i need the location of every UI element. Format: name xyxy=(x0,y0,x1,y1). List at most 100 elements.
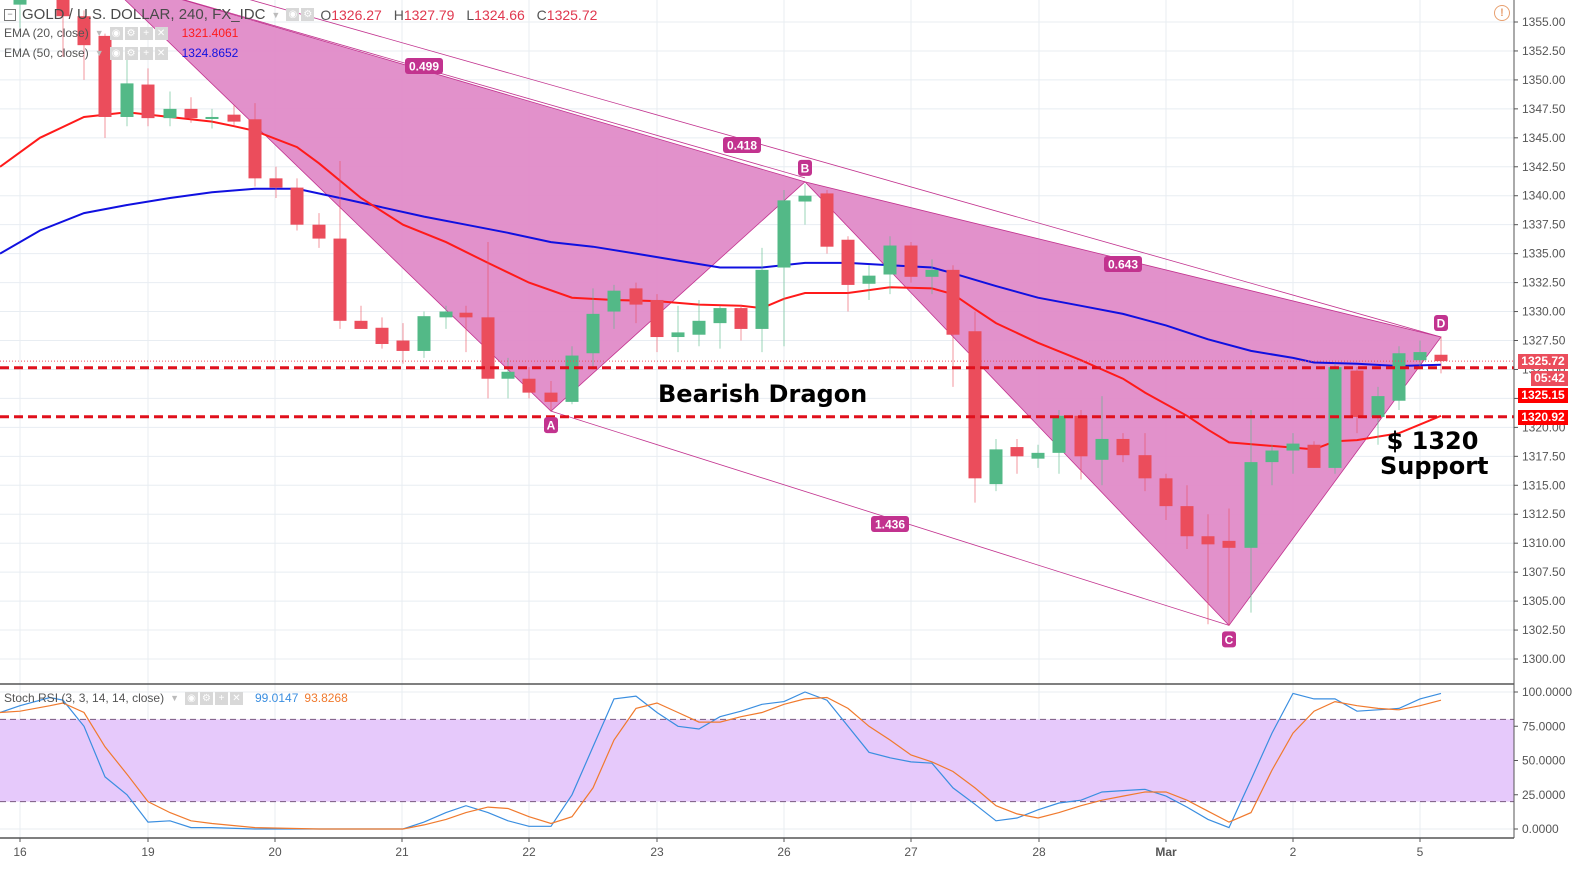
close-icon[interactable]: ✕ xyxy=(154,46,168,60)
candle[interactable] xyxy=(1328,363,1342,474)
candle[interactable] xyxy=(1010,438,1024,474)
chevron-down-icon[interactable]: ▼ xyxy=(271,9,281,20)
candle[interactable] xyxy=(120,56,134,127)
close-icon[interactable]: ✕ xyxy=(230,691,243,705)
candle[interactable] xyxy=(734,304,748,341)
candle[interactable] xyxy=(904,242,918,283)
candle[interactable] xyxy=(163,91,177,127)
candle[interactable] xyxy=(841,236,855,312)
chevron-down-icon[interactable]: ▼ xyxy=(94,48,104,58)
candle[interactable] xyxy=(312,213,326,248)
candle[interactable] xyxy=(459,305,473,353)
chevron-down-icon[interactable]: ▼ xyxy=(94,28,104,38)
candle[interactable] xyxy=(333,160,347,329)
candle[interactable] xyxy=(777,189,791,347)
plus-icon[interactable]: + xyxy=(139,46,153,60)
plus-icon[interactable]: + xyxy=(139,26,153,40)
close-icon[interactable]: ✕ xyxy=(154,26,168,40)
candle[interactable] xyxy=(650,294,664,353)
time-tick-label: 21 xyxy=(395,845,409,859)
candle[interactable] xyxy=(1434,337,1448,374)
candle[interactable] xyxy=(205,108,219,129)
candle[interactable] xyxy=(1052,409,1066,474)
candle[interactable] xyxy=(883,236,897,295)
candle[interactable] xyxy=(1074,409,1088,480)
candle[interactable] xyxy=(269,166,283,199)
collapse-icon[interactable]: − xyxy=(4,8,16,21)
candle[interactable] xyxy=(56,0,70,57)
candle[interactable] xyxy=(713,305,727,349)
candle[interactable] xyxy=(755,247,769,353)
stoch-rsi-name[interactable]: Stoch RSI (3, 3, 14, 14, close) xyxy=(4,691,165,705)
candle[interactable] xyxy=(141,68,155,127)
candle[interactable] xyxy=(586,288,600,370)
candle[interactable] xyxy=(1159,473,1173,521)
support-annotation[interactable]: $ 1320 Support xyxy=(1380,429,1489,479)
candle[interactable] xyxy=(544,381,558,412)
ema20-name[interactable]: EMA (20, close) xyxy=(4,26,89,40)
candle[interactable] xyxy=(417,311,431,358)
candle[interactable] xyxy=(227,105,241,127)
candle[interactable] xyxy=(184,97,198,123)
candle[interactable] xyxy=(1031,444,1045,468)
candle[interactable] xyxy=(629,282,643,324)
candle[interactable] xyxy=(77,10,91,80)
price-tick-label: 1350.00 xyxy=(1522,73,1566,87)
horizontal-levels[interactable] xyxy=(0,360,1514,419)
pattern-name-annotation[interactable]: Bearish Dragon xyxy=(658,380,868,408)
candle[interactable] xyxy=(1095,396,1109,486)
alert-icon[interactable]: ! xyxy=(1494,5,1510,21)
badge-bg xyxy=(1104,256,1142,272)
symbol-title[interactable]: GOLD / U.S. DOLLAR, 240, FX_IDC xyxy=(22,6,266,23)
harmonic-pattern[interactable] xyxy=(100,0,1442,627)
candle[interactable] xyxy=(481,242,495,399)
eye-icon[interactable]: ◉ xyxy=(109,46,123,60)
candle[interactable] xyxy=(607,284,621,329)
gear-icon[interactable]: ⚙ xyxy=(124,26,138,40)
candle[interactable] xyxy=(375,317,389,349)
candle[interactable] xyxy=(13,0,27,28)
plus-icon[interactable]: + xyxy=(215,691,228,705)
candle[interactable] xyxy=(925,259,939,295)
candle[interactable] xyxy=(798,184,812,225)
eye-icon[interactable]: ◉ xyxy=(185,691,198,705)
candle[interactable] xyxy=(671,305,685,353)
candle[interactable] xyxy=(862,265,876,300)
candle[interactable] xyxy=(501,357,515,399)
eye-icon[interactable]: ◉ xyxy=(109,26,123,40)
candle[interactable] xyxy=(1265,444,1279,486)
candle[interactable] xyxy=(354,305,368,329)
candle[interactable] xyxy=(1138,433,1152,492)
candle[interactable] xyxy=(1392,346,1406,410)
chevron-down-icon[interactable]: ▼ xyxy=(170,693,179,703)
candle[interactable] xyxy=(1222,508,1236,626)
candle[interactable] xyxy=(1116,433,1130,463)
ema50-name[interactable]: EMA (50, close) xyxy=(4,46,89,60)
candle[interactable] xyxy=(989,438,1003,492)
candle[interactable] xyxy=(1286,433,1300,474)
candle[interactable] xyxy=(248,103,262,187)
candle[interactable] xyxy=(1201,514,1215,625)
gear-icon[interactable]: ⚙ xyxy=(301,8,315,21)
candle[interactable] xyxy=(968,311,982,503)
candle[interactable] xyxy=(1180,485,1194,549)
candle[interactable] xyxy=(1307,441,1321,468)
candle[interactable] xyxy=(290,178,304,231)
gear-icon[interactable]: ⚙ xyxy=(200,691,213,705)
candle[interactable] xyxy=(1350,367,1364,434)
candle[interactable] xyxy=(820,189,834,254)
xb-ratio-line xyxy=(183,0,806,179)
candle[interactable] xyxy=(98,33,112,138)
time-tick-label: 28 xyxy=(1032,845,1046,859)
candle[interactable] xyxy=(692,299,706,347)
candle[interactable] xyxy=(439,305,453,329)
eye-icon[interactable]: ◉ xyxy=(286,8,300,21)
candle[interactable] xyxy=(522,367,536,399)
gear-icon[interactable]: ⚙ xyxy=(124,46,138,60)
candle[interactable] xyxy=(396,323,410,364)
candle[interactable] xyxy=(1244,409,1258,613)
badge-bg xyxy=(1222,631,1236,648)
candle[interactable] xyxy=(1413,340,1427,370)
